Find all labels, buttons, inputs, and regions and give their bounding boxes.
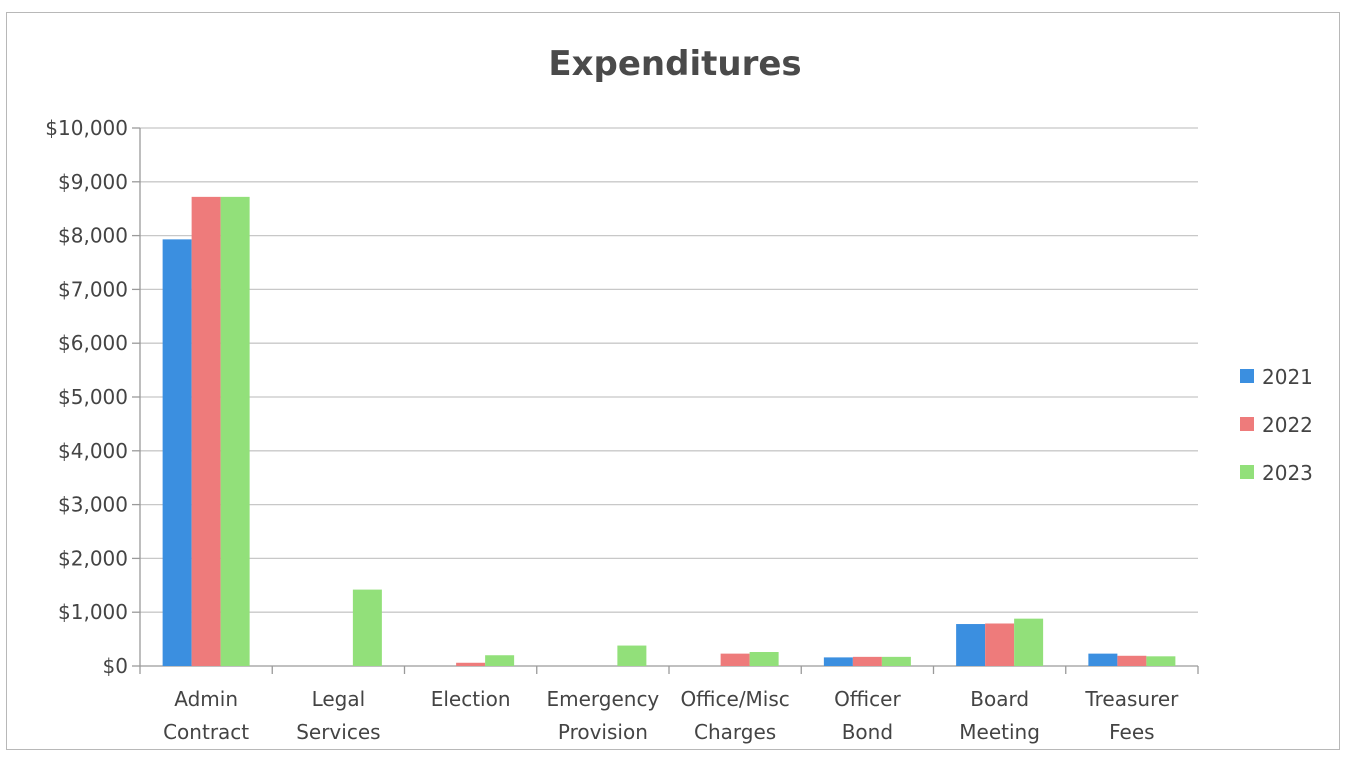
bar <box>485 655 515 666</box>
chart-title: Expenditures <box>548 44 801 84</box>
x-tick-label: Officer Bond <box>834 687 901 744</box>
bar <box>1117 655 1147 666</box>
bar <box>881 656 911 666</box>
legend-swatch <box>1240 417 1254 431</box>
bar <box>352 589 382 666</box>
bars <box>162 196 1176 666</box>
bar <box>749 652 779 666</box>
bar <box>1088 653 1118 666</box>
bar <box>1146 656 1176 666</box>
bar <box>456 662 486 666</box>
y-tick-label: $6,000 <box>58 331 128 355</box>
x-axis: Admin Contract Legal Services Election Emerge… <box>139 666 1199 744</box>
bar <box>720 653 750 666</box>
legend-label: 2021 <box>1262 365 1313 389</box>
legend: 2021 2022 2023 <box>1240 365 1313 485</box>
bar <box>956 624 986 666</box>
y-axis-ticks: $0 $1,000 $2,000 $3,000 $4,000 $5,000 $6,000 $7… <box>45 116 128 678</box>
gridlines <box>132 127 1198 667</box>
y-tick-label: $2,000 <box>58 546 128 570</box>
bar <box>852 656 882 666</box>
x-tick-label: Admin Contract <box>163 687 249 744</box>
y-tick-label: $9,000 <box>58 170 128 194</box>
y-tick-label: $7,000 <box>58 277 128 301</box>
legend-label: 2022 <box>1262 413 1313 437</box>
bar <box>162 239 192 666</box>
y-tick-label: $5,000 <box>58 385 128 409</box>
y-tick-label: $1,000 <box>58 600 128 624</box>
legend-swatch <box>1240 465 1254 479</box>
bar <box>823 657 853 666</box>
y-tick-label: $3,000 <box>58 493 128 517</box>
x-tick-label: Board Meeting <box>959 687 1040 744</box>
x-tick-label: Election <box>431 687 511 711</box>
x-tick-label: Office/Misc Charges <box>680 687 789 744</box>
x-tick-label: Legal Services <box>296 687 380 744</box>
bar <box>220 196 250 666</box>
y-tick-label: $4,000 <box>58 439 128 463</box>
x-tick-label: Emergency Provision <box>546 687 659 744</box>
bar <box>985 623 1015 666</box>
y-tick-label: $10,000 <box>45 116 128 140</box>
legend-label: 2023 <box>1262 461 1313 485</box>
y-tick-label: $0 <box>103 654 128 678</box>
bar <box>191 196 221 666</box>
bar <box>617 645 647 666</box>
bar <box>1014 618 1044 666</box>
legend-swatch <box>1240 369 1254 383</box>
x-tick-label: Treasurer Fees <box>1084 687 1179 744</box>
y-tick-label: $8,000 <box>58 224 128 248</box>
